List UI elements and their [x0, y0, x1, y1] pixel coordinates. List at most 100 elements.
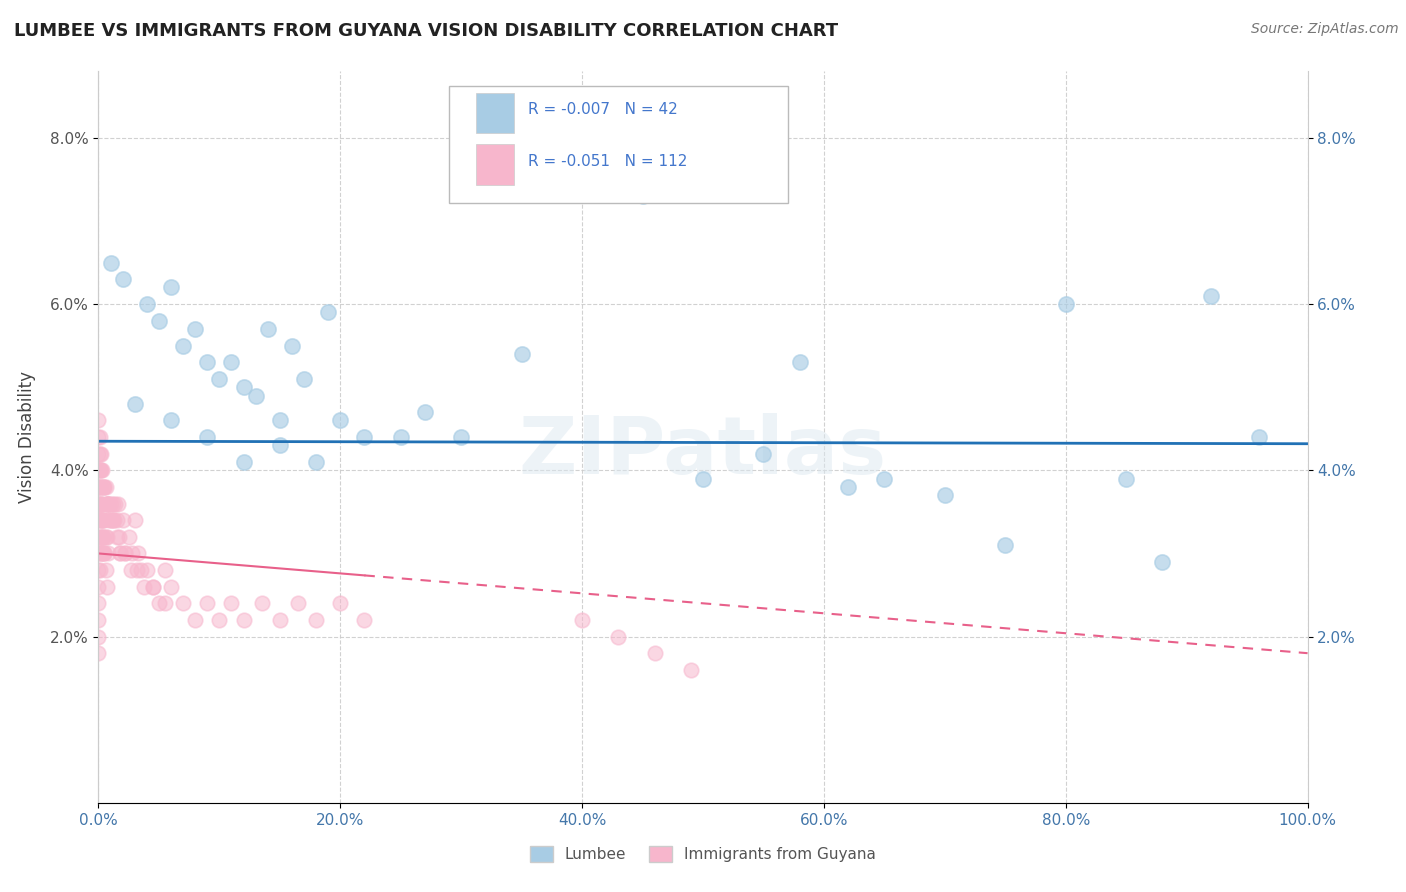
Point [111, 513, 134, 527]
Point [91, 513, 114, 527]
Point [160, 580, 183, 594]
Point [692, 472, 714, 486]
Point [127, 546, 149, 560]
Text: LUMBEE VS IMMIGRANTS FROM GUYANA VISION DISABILITY CORRELATION CHART: LUMBEE VS IMMIGRANTS FROM GUYANA VISION … [14, 22, 838, 40]
Point [1054, 297, 1077, 311]
Point [121, 546, 143, 560]
Point [89, 447, 111, 461]
Point [90, 447, 112, 461]
Text: R = -0.007   N = 42: R = -0.007 N = 42 [527, 103, 678, 118]
Point [89, 563, 111, 577]
Point [91, 530, 114, 544]
Point [316, 305, 339, 319]
Point [87, 447, 110, 461]
Point [269, 413, 291, 427]
Point [305, 613, 328, 627]
Point [208, 372, 231, 386]
Y-axis label: Vision Disability: Vision Disability [18, 371, 37, 503]
Point [93, 480, 115, 494]
Point [232, 380, 254, 394]
Point [87, 430, 110, 444]
Point [89, 530, 111, 544]
Point [232, 613, 254, 627]
Point [450, 430, 472, 444]
Point [91, 497, 114, 511]
Point [256, 322, 278, 336]
Bar [475, 93, 515, 134]
Point [87, 613, 110, 627]
Point [94, 530, 117, 544]
Point [129, 563, 152, 577]
Point [91, 546, 114, 560]
Point [97, 546, 120, 560]
Point [127, 563, 149, 577]
Point [292, 372, 315, 386]
Point [510, 347, 533, 361]
Point [184, 613, 207, 627]
Point [195, 430, 218, 444]
Point [160, 413, 183, 427]
Point [245, 388, 267, 402]
Point [329, 596, 352, 610]
Point [184, 322, 207, 336]
Point [89, 480, 111, 494]
Point [87, 530, 110, 544]
Point [93, 546, 115, 560]
Point [100, 255, 122, 269]
Point [89, 430, 111, 444]
Point [1115, 472, 1137, 486]
Point [91, 530, 114, 544]
Point [269, 438, 291, 452]
Point [105, 513, 128, 527]
Point [96, 530, 118, 544]
Point [87, 413, 110, 427]
Point [103, 513, 125, 527]
Point [153, 563, 176, 577]
Point [91, 463, 114, 477]
Point [90, 513, 112, 527]
Point [87, 497, 110, 511]
Point [752, 447, 775, 461]
Point [107, 497, 129, 511]
Point [90, 497, 112, 511]
Point [195, 355, 218, 369]
Point [89, 463, 111, 477]
Point [87, 546, 110, 560]
Point [789, 355, 811, 369]
Point [100, 513, 122, 527]
Point [269, 613, 291, 627]
Point [108, 546, 131, 560]
Point [329, 413, 352, 427]
Point [87, 630, 110, 644]
Point [96, 580, 118, 594]
Text: R = -0.051   N = 112: R = -0.051 N = 112 [527, 153, 688, 169]
Point [195, 596, 218, 610]
Point [98, 497, 121, 511]
Point [89, 463, 111, 477]
Point [135, 563, 157, 577]
Point [90, 463, 112, 477]
Point [114, 546, 136, 560]
Point [94, 480, 117, 494]
Point [91, 513, 114, 527]
Point [389, 430, 412, 444]
Point [89, 513, 111, 527]
Point [837, 480, 859, 494]
Point [93, 480, 115, 494]
Point [124, 513, 146, 527]
Point [148, 314, 170, 328]
Point [250, 596, 273, 610]
Point [97, 497, 120, 511]
Point [135, 297, 157, 311]
Point [101, 513, 124, 527]
Point [934, 488, 956, 502]
Point [679, 663, 702, 677]
Point [208, 613, 231, 627]
Point [101, 497, 124, 511]
Point [1199, 289, 1222, 303]
Point [353, 613, 375, 627]
Point [281, 338, 304, 352]
Point [873, 472, 896, 486]
FancyBboxPatch shape [449, 86, 787, 203]
Point [87, 513, 110, 527]
